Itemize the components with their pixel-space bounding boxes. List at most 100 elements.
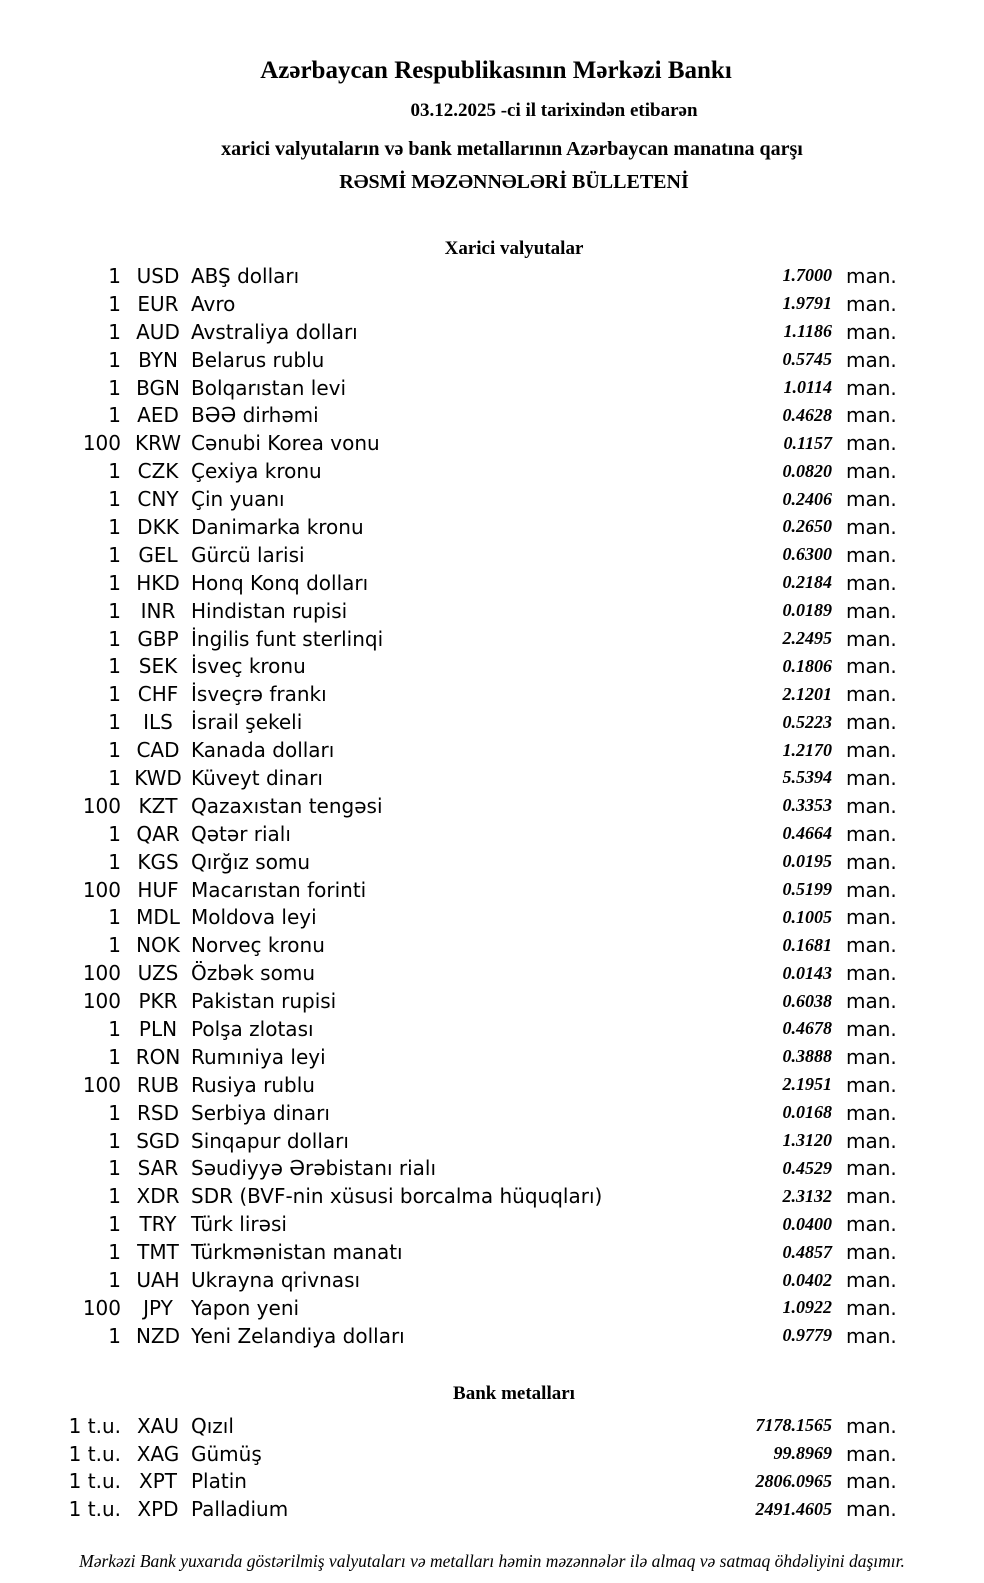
- currency-quantity: 1: [108, 738, 121, 763]
- currency-code: DKK: [137, 514, 179, 539]
- manat-unit-label: man.: [846, 542, 897, 567]
- currency-code: XDR: [136, 1184, 180, 1209]
- manat-unit-label: man.: [846, 1044, 897, 1069]
- currency-rate: 0.0820: [782, 460, 833, 481]
- currency-code: KZT: [138, 793, 178, 818]
- currency-quantity: 100: [82, 1072, 121, 1097]
- currency-quantity: 1: [108, 514, 121, 539]
- currency-row: 1 CHF İsveçrə frankı 2.1201 man.: [0, 680, 897, 708]
- metal-quantity: 1 t.u.: [68, 1441, 121, 1466]
- manat-unit-label: man.: [846, 375, 897, 400]
- currencies-section-title: Xarici valyutalar: [444, 238, 584, 259]
- currency-rate: 1.0922: [782, 1297, 833, 1318]
- currency-row: 1 AED BƏƏ dirhəmi 0.4628 man.: [0, 401, 897, 429]
- currency-name: Türk lirəsi: [191, 1212, 287, 1237]
- manat-unit-label: man.: [846, 1072, 897, 1097]
- currency-row: 1 SEK İsveç kronu 0.1806 man.: [0, 652, 897, 680]
- currency-name: Rumıniya leyi: [191, 1044, 326, 1069]
- currency-row: 1 HKD Honq Konq dolları 0.2184 man.: [0, 569, 897, 597]
- currency-code: GBP: [137, 626, 179, 651]
- currency-code: SGD: [136, 1128, 180, 1153]
- currency-quantity: 1: [108, 710, 121, 735]
- currency-rate: 0.4857: [782, 1241, 833, 1262]
- currency-row: 1 BYN Belarus rublu 0.5745 man.: [0, 346, 897, 374]
- currency-name: Gürcü larisi: [191, 542, 305, 567]
- currency-row: 1 XDR SDR (BVF-nin xüsusi borcalma hüquq…: [0, 1182, 897, 1210]
- manat-unit-label: man.: [846, 431, 897, 456]
- currency-row: 1 BGN Bolqarıstan levi 1.0114 man.: [0, 374, 897, 402]
- currency-row: 100 JPY Yapon yeni 1.0922 man.: [0, 1294, 897, 1322]
- currency-row: 1 AUD Avstraliya dolları 1.1186 man.: [0, 318, 897, 346]
- currency-quantity: 1: [108, 403, 121, 428]
- currency-quantity: 1: [108, 849, 121, 874]
- currency-quantity: 1: [108, 1323, 121, 1348]
- metal-row: 1 t.u. XPD Palladium 2491.4605 man.: [0, 1495, 897, 1523]
- manat-unit-label: man.: [846, 263, 897, 288]
- manat-unit-label: man.: [846, 877, 897, 902]
- currency-name: Ukrayna qrivnası: [191, 1268, 361, 1292]
- currency-name: Pakistan rupisi: [191, 989, 337, 1014]
- currency-name: Macarıstan forinti: [191, 877, 367, 902]
- currency-rate: 2.2495: [782, 628, 833, 649]
- metal-name: Platin: [191, 1469, 247, 1494]
- currency-quantity: 1: [108, 933, 121, 958]
- currency-code: RSD: [137, 1100, 179, 1125]
- manat-unit-label: man.: [846, 347, 897, 372]
- metal-rate: 99.8969: [773, 1443, 833, 1464]
- currency-quantity: 1: [108, 598, 121, 623]
- currency-quantity: 1: [108, 654, 121, 679]
- currency-quantity: 1: [108, 263, 121, 288]
- currency-name: Danimarka kronu: [191, 514, 364, 539]
- manat-unit-label: man.: [846, 403, 897, 428]
- metal-name: Palladium: [191, 1497, 289, 1522]
- currency-row: 1 MDL Moldova leyi 0.1005 man.: [0, 903, 897, 931]
- currency-row: 1 TMT Türkmənistan manatı 0.4857 man.: [0, 1238, 897, 1266]
- currency-name: Avro: [191, 291, 236, 316]
- currency-code: KRW: [135, 431, 181, 456]
- currency-rate: 0.2406: [782, 488, 833, 509]
- manat-unit-label: man.: [846, 765, 897, 790]
- manat-unit-label: man.: [846, 682, 897, 707]
- currency-code: CZK: [137, 459, 179, 484]
- currency-row: 100 KRW Cənubi Korea vonu 0.1157 man.: [0, 429, 897, 457]
- currency-row: 1 ILS İsrail şekeli 0.5223 man.: [0, 708, 897, 736]
- manat-unit-label: man.: [846, 905, 897, 930]
- currency-quantity: 100: [82, 989, 121, 1014]
- currency-name: İsveçrə frankı: [191, 682, 327, 707]
- metal-row: 1 t.u. XAU Qızıl 7178.1565 man.: [0, 1412, 897, 1440]
- currency-quantity: 1: [108, 1128, 121, 1153]
- metal-name: Qızıl: [191, 1413, 234, 1438]
- currency-row: 1 NOK Norveç kronu 0.1681 man.: [0, 931, 897, 959]
- currency-row: 1 PLN Polşa zlotası 0.4678 man.: [0, 1015, 897, 1043]
- currency-name: Cənubi Korea vonu: [191, 431, 380, 456]
- currency-name: Səudiyyə Ərəbistanı rialı: [191, 1156, 437, 1181]
- currency-row: 1 RSD Serbiya dinarı 0.0168 man.: [0, 1099, 897, 1127]
- currency-rate: 2.1951: [782, 1074, 833, 1095]
- currency-name: Qətər rialı: [191, 821, 291, 846]
- manat-unit-label: man.: [846, 1212, 897, 1237]
- currency-rate: 2.3132: [782, 1185, 833, 1206]
- manat-unit-label: man.: [846, 849, 897, 874]
- currency-rate: 0.0143: [782, 962, 833, 983]
- currency-rate: 1.1186: [783, 321, 832, 342]
- currency-quantity: 1: [108, 1212, 121, 1237]
- manat-unit-label: man.: [846, 487, 897, 512]
- manat-unit-label: man.: [846, 793, 897, 818]
- manat-unit-label: man.: [846, 1268, 897, 1292]
- currency-code: TRY: [139, 1212, 177, 1237]
- currency-code: HKD: [136, 570, 180, 595]
- currency-quantity: 100: [82, 1295, 121, 1320]
- currency-name: Belarus rublu: [191, 347, 325, 372]
- currency-row: 1 EUR Avro 1.9791 man.: [0, 290, 897, 318]
- currency-code: PKR: [138, 989, 178, 1014]
- currency-rate: 1.9791: [782, 293, 833, 314]
- currency-code: GEL: [138, 542, 178, 567]
- currency-rate: 0.4529: [782, 1157, 833, 1178]
- currency-rate: 0.2184: [782, 572, 833, 593]
- currency-code: CAD: [136, 738, 180, 763]
- currency-name: Avstraliya dolları: [191, 319, 358, 344]
- currency-code: RUB: [136, 1072, 180, 1097]
- currency-rate: 0.0402: [782, 1269, 833, 1290]
- currency-quantity: 1: [108, 1100, 121, 1125]
- currency-code: JPY: [143, 1295, 173, 1320]
